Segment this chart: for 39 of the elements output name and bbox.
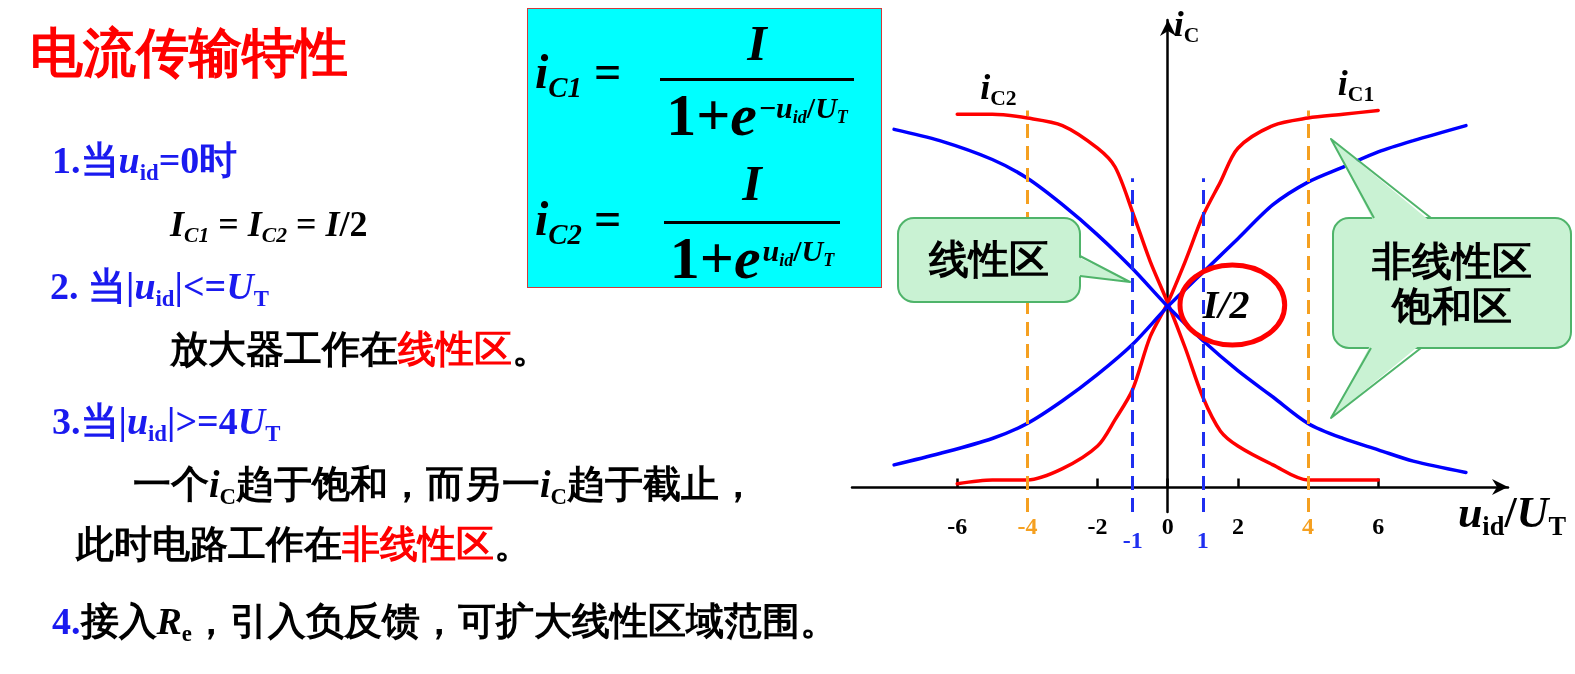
text: 1+e bbox=[666, 82, 757, 148]
text: 一个i$_{C}$趋于饱和，而另一i$_{C}$趋于截止， bbox=[133, 463, 758, 509]
text: 线性区 bbox=[398, 328, 512, 370]
text: i$_{C2}$ = bbox=[535, 192, 622, 250]
text: 1+e bbox=[669, 225, 761, 291]
annotation: 线性区 bbox=[929, 237, 1049, 282]
text: 3.当|u$_{id}$|>=4U$_{T}$ bbox=[52, 400, 281, 446]
text: I bbox=[742, 155, 762, 211]
x-tick-label: -6 bbox=[947, 513, 968, 539]
text: 2. 当|u$_{id}$|<=U$_{T}$ bbox=[50, 265, 269, 311]
text: i$_{C1}$ = bbox=[535, 45, 622, 103]
x-tick-label: 0 bbox=[1161, 513, 1174, 539]
text: I bbox=[747, 15, 767, 71]
text: −u$_{id}$/U$_{T}$ bbox=[759, 91, 848, 128]
x-axis-title: u$_{id}$/U$_{T}$ bbox=[1457, 488, 1566, 542]
text: 。 bbox=[512, 328, 550, 370]
text: 此时电路工作在 bbox=[76, 523, 342, 565]
text: 4. bbox=[52, 600, 81, 642]
ref-line-label: -1 bbox=[1122, 527, 1143, 553]
series-label: i$_{C1}$ bbox=[1337, 63, 1375, 107]
text: 1.当u$_{id}$=0时 bbox=[52, 139, 238, 185]
text: 接入R$_{e}$，引入负反馈，可扩大线性区域范围。 bbox=[80, 600, 838, 646]
text: 放大器工作在 bbox=[170, 328, 398, 370]
text: 电流传输特性 bbox=[30, 24, 348, 82]
annotation: I/2 bbox=[1202, 281, 1250, 327]
ref-line-label: 4 bbox=[1302, 513, 1315, 539]
ref-line-label: 1 bbox=[1196, 527, 1209, 553]
ref-line-label: -4 bbox=[1017, 513, 1038, 539]
text: 。 bbox=[494, 523, 532, 565]
text: I$_{C1}$ = I$_{C2}$ = I/2 bbox=[170, 204, 368, 248]
text: 非线性区 bbox=[342, 523, 494, 565]
y-axis-title: i$_{C}$ bbox=[1173, 4, 1200, 48]
annotation: 非线性区 bbox=[1372, 239, 1532, 284]
annotation: 饱和区 bbox=[1392, 284, 1512, 329]
text: u$_{id}$/U$_{T}$ bbox=[762, 234, 835, 271]
x-tick-label: 6 bbox=[1372, 513, 1385, 539]
x-tick-label: 2 bbox=[1231, 513, 1244, 539]
series-label: i$_{C2}$ bbox=[980, 67, 1017, 111]
x-tick-label: -2 bbox=[1087, 513, 1108, 539]
